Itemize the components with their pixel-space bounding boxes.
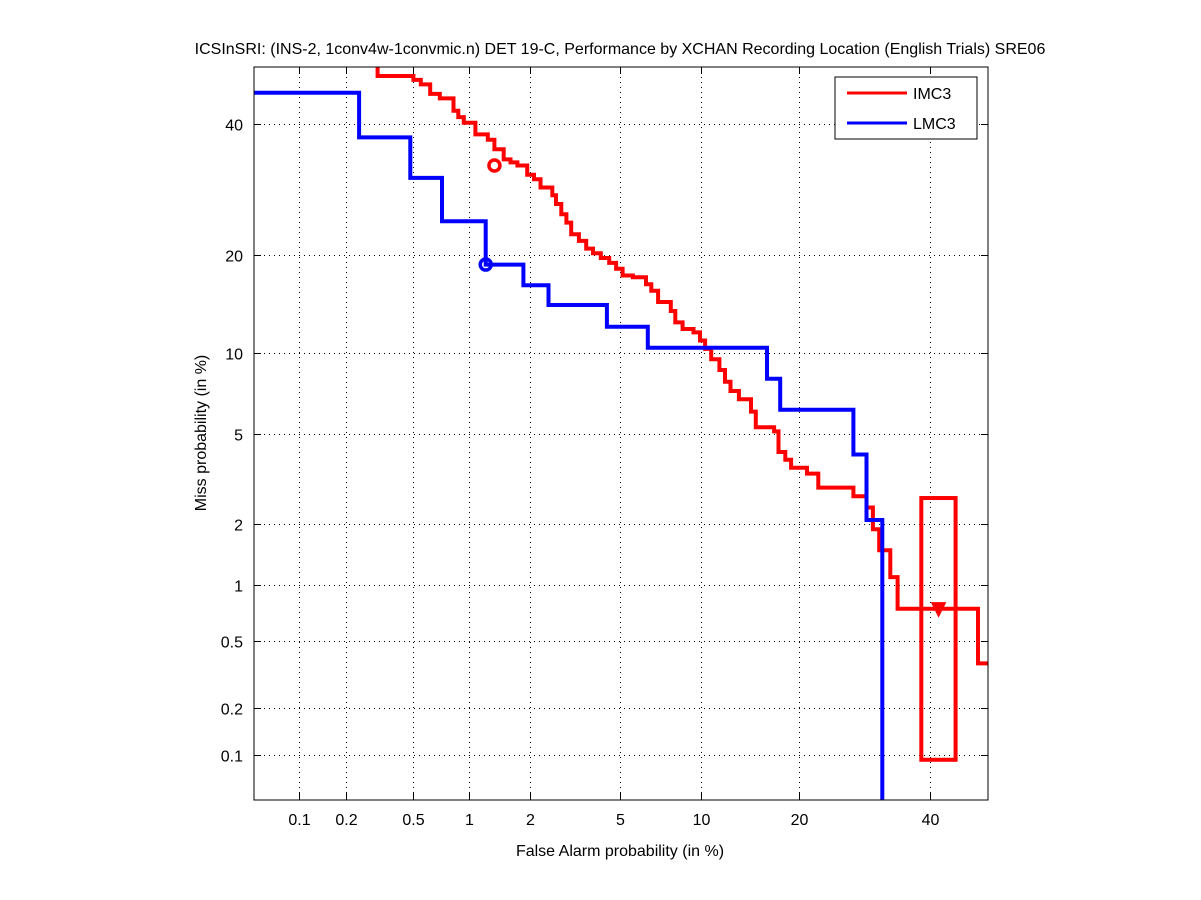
y-tick-label: 40 [225, 118, 243, 135]
chart-title: ICSInSRI: (INS-2, 1conv4w-1convmic.n) DE… [195, 41, 1046, 58]
legend: IMC3 LMC3 [834, 76, 978, 140]
x-tick-label: 2 [526, 812, 535, 829]
y-axis-label: Miss probability (in %) [193, 355, 210, 511]
x-axis-label: False Alarm probability (in %) [516, 843, 724, 860]
x-tick-label: 40 [922, 812, 940, 829]
y-tick-labels: 0.1 0.2 0.5 1 2 5 10 20 40 [221, 118, 243, 766]
y-tick-label: 0.5 [221, 635, 243, 652]
x-tick-labels: 0.1 0.2 0.5 1 2 5 10 20 40 [288, 812, 939, 829]
y-tick-label: 20 [225, 249, 243, 266]
x-tick-label: 1 [465, 812, 474, 829]
legend-box [834, 76, 978, 140]
x-tick-label: 5 [616, 812, 625, 829]
tick-marks [254, 67, 988, 800]
series-line-lmc3 [254, 90, 885, 800]
actual-dcf-marker-imc3 [930, 602, 947, 618]
min-dcf-marker-imc3 [487, 158, 502, 173]
x-tick-label: 10 [693, 812, 711, 829]
y-tick-label: 1 [234, 579, 243, 596]
plot-area: 0.1 0.2 0.5 1 2 5 10 20 40 0.1 0.2 0.5 1 2 5 10 20 40 [221, 66, 989, 829]
confidence-box-imc3 [919, 496, 958, 762]
legend-label-lmc3: LMC3 [913, 116, 956, 133]
min-dcf-marker-lmc3 [478, 257, 493, 272]
grid-lines [254, 67, 988, 800]
x-tick-label: 20 [791, 812, 809, 829]
y-tick-label: 10 [225, 347, 243, 364]
y-tick-label: 5 [234, 428, 243, 445]
axes-background [254, 67, 988, 800]
x-tick-label: 0.1 [288, 812, 310, 829]
x-tick-label: 0.5 [402, 812, 424, 829]
y-tick-label: 2 [234, 518, 243, 535]
series-line-imc3 [375, 67, 988, 666]
y-tick-label: 0.2 [221, 702, 243, 719]
x-tick-label: 0.2 [335, 812, 357, 829]
series-layer [254, 67, 988, 800]
legend-label-imc3: IMC3 [913, 86, 951, 103]
y-tick-label: 0.1 [221, 749, 243, 766]
